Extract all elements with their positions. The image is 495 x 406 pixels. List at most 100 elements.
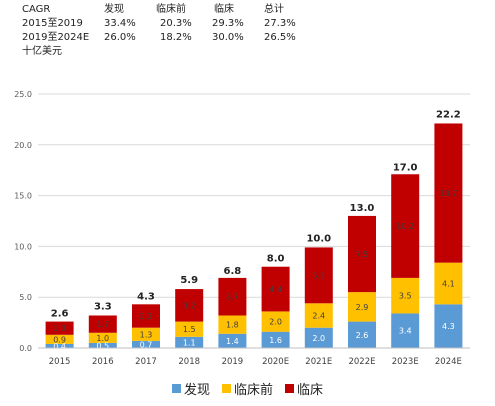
- bar-segment: [434, 262, 463, 305]
- y-tick-label: 25.0: [14, 90, 32, 99]
- segment-label: 3.7: [226, 293, 239, 302]
- y-tick-label: 15.0: [14, 192, 32, 201]
- total-label: 22.2: [436, 109, 461, 120]
- cagr-row-value: 33.4%: [104, 18, 136, 29]
- legend-label: 临床前: [233, 382, 273, 398]
- segment-label: 2.9: [356, 303, 369, 312]
- segment-label: 1.6: [269, 336, 282, 345]
- total-label: 3.3: [94, 301, 112, 312]
- y-axis: 0.0 5.0 10.0 15.0 20.0 25.0: [14, 90, 32, 353]
- x-tick-label: 2022E: [348, 357, 375, 367]
- segment-label: 0.5: [96, 341, 109, 350]
- cagr-header-total: 总计: [264, 4, 284, 15]
- x-tick-label: 2018: [178, 357, 200, 367]
- cagr-row-value: 18.2%: [160, 32, 192, 43]
- bar-segment: [348, 321, 376, 348]
- segment-label: 2.6: [356, 331, 369, 340]
- cagr-row-value: 26.0%: [104, 32, 136, 43]
- legend-swatch: [221, 383, 231, 393]
- segment-label: 4.4: [269, 285, 282, 294]
- x-tick-label: 2019: [222, 357, 244, 367]
- bar-segment: [434, 304, 463, 348]
- bar-segment: [175, 336, 204, 348]
- bar-segment: [391, 313, 420, 348]
- segment-label: 3.5: [399, 292, 412, 301]
- total-label: 6.8: [224, 266, 242, 277]
- bar-segment: [218, 315, 247, 334]
- cagr-row-period: 2019至2024E: [22, 32, 90, 43]
- bar-segment: [261, 331, 290, 348]
- bar-segment: [132, 304, 160, 328]
- bar-segment: [175, 289, 204, 322]
- legend-label: 临床: [297, 382, 324, 398]
- legend: 发现 临床前 临床: [0, 378, 495, 398]
- segment-label: 0.4: [53, 342, 66, 351]
- legend-swatch: [285, 383, 294, 393]
- bar-segment: [175, 321, 204, 337]
- segment-label: 2.0: [312, 334, 325, 343]
- bar-segment: [45, 343, 74, 348]
- cagr-row-value: 29.3%: [212, 18, 244, 29]
- legend-item-preclinical: 临床前: [221, 379, 273, 398]
- bar-segment: [348, 215, 376, 293]
- total-label: 17.0: [393, 162, 418, 173]
- cagr-row-value: 26.5%: [264, 32, 296, 43]
- x-tick-label: 2024E: [435, 357, 462, 367]
- x-tick-label: 2023E: [392, 357, 419, 367]
- legend-item-discovery: 发现: [171, 379, 210, 398]
- y-tick-label: 10.0: [14, 242, 32, 251]
- bar-segment: [261, 311, 290, 332]
- bar-segment: [218, 277, 247, 316]
- x-tick-label: 2016: [92, 357, 114, 367]
- bar-segment: [45, 321, 74, 335]
- bar-segment: [304, 247, 333, 304]
- cagr-label: CAGR: [22, 4, 51, 15]
- x-tick-label: 2020E: [262, 357, 289, 367]
- y-tick-label: 20.0: [14, 141, 32, 150]
- segment-label: 0.9: [53, 335, 66, 344]
- bar-segment: [132, 327, 160, 341]
- segment-label: 1.4: [226, 337, 239, 346]
- cagr-row-value: 30.0%: [212, 32, 244, 43]
- segment-label: 1.7: [96, 320, 109, 329]
- bars: [45, 123, 463, 348]
- bar-segment: [434, 123, 463, 263]
- segment-label: 0.7: [140, 340, 153, 349]
- segment-label: 2.3: [140, 312, 153, 321]
- segment-label: 2.4: [312, 311, 325, 320]
- segment-label: 4.3: [442, 322, 455, 331]
- y-tick-label: 0.0: [19, 344, 32, 353]
- bar-segment: [304, 327, 333, 348]
- x-tick-label: 2021E: [305, 357, 332, 367]
- total-label: 8.0: [267, 254, 285, 265]
- legend-swatch: [171, 383, 181, 393]
- segment-label: 10.2: [396, 222, 414, 231]
- cagr-table: CAGR 发现 临床前 临床 总计 2015至2019 33.4% 20.3% …: [0, 0, 300, 60]
- x-axis: 2015 2016 2017 2018 2019 2020E 2021E 2022E 2023E…: [38, 347, 470, 367]
- total-label: 2.6: [51, 309, 69, 320]
- segment-label: 1.1: [183, 338, 196, 347]
- bar-segment: [391, 277, 420, 314]
- cagr-header-discovery: 发现: [104, 4, 124, 15]
- segment-label: 1.0: [96, 334, 109, 343]
- bar-segment: [45, 334, 74, 344]
- cagr-header-preclinical: 临床前: [156, 4, 186, 15]
- segment-label: 3.4: [399, 327, 412, 336]
- legend-item-clinical: 临床: [285, 379, 323, 398]
- total-label: 5.9: [180, 275, 198, 286]
- segment-label: 3.2: [183, 301, 196, 310]
- bar-segment: [391, 174, 420, 278]
- unit-label: 十亿美元: [22, 46, 62, 57]
- bar-segment: [132, 340, 160, 348]
- segment-label: 7.5: [356, 250, 369, 259]
- segment-label: 4.1: [442, 279, 455, 288]
- segment-label: 13.7: [439, 189, 457, 198]
- cagr-row-period: 2015至2019: [22, 18, 83, 29]
- total-label: 4.3: [137, 291, 155, 302]
- bar-segment: [88, 342, 117, 348]
- x-tick-label: 2015: [49, 357, 71, 367]
- legend-label: 发现: [183, 382, 210, 398]
- bar-segment: [261, 266, 290, 312]
- y-tick-label: 5.0: [19, 293, 32, 302]
